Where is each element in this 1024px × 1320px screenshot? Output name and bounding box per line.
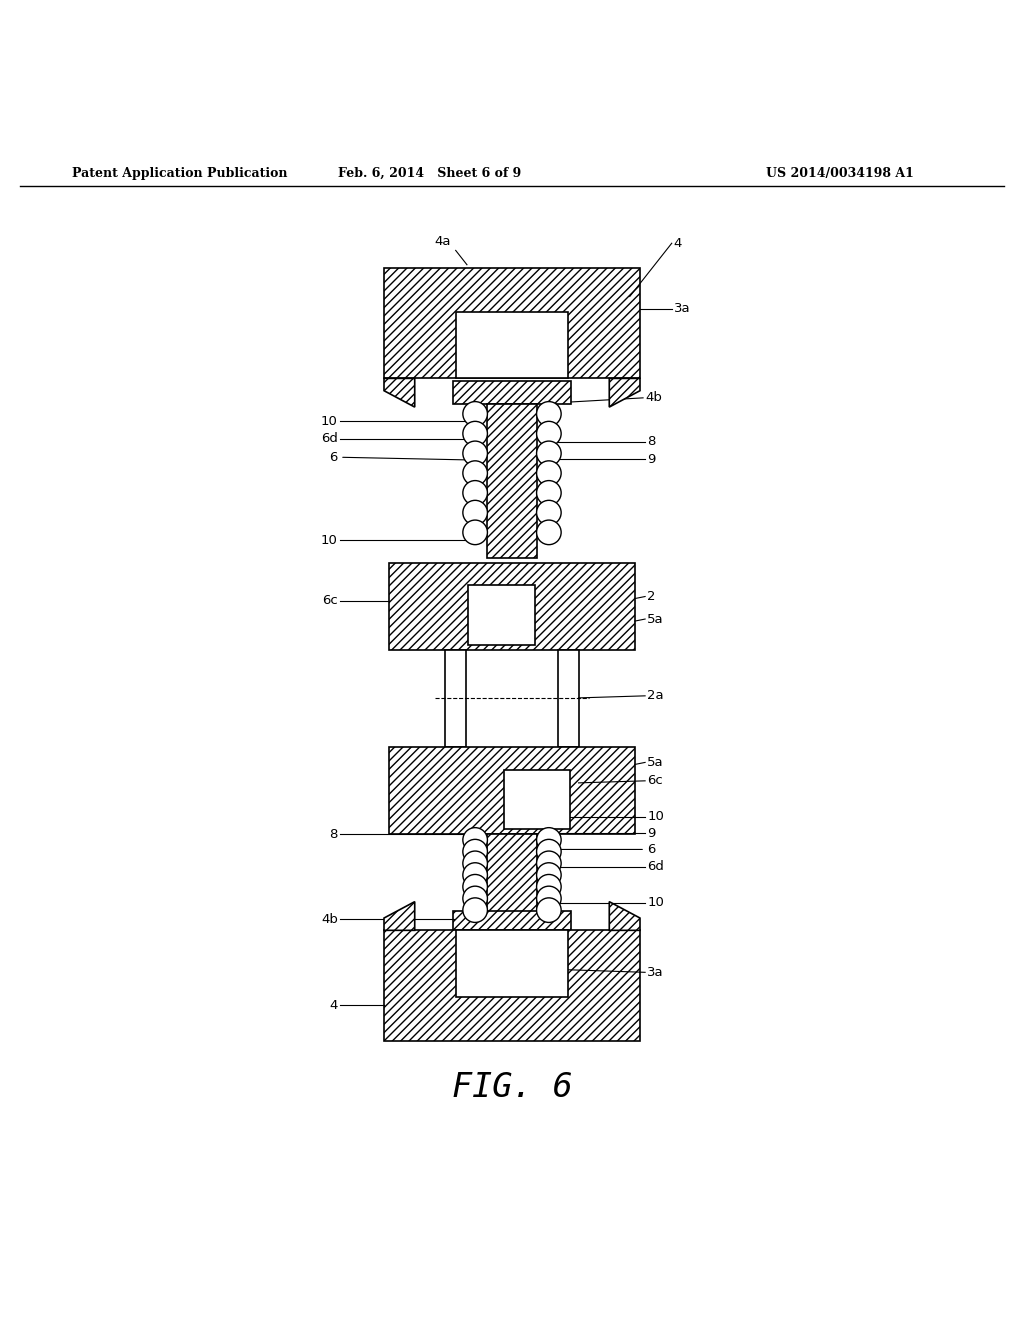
Text: 10: 10 xyxy=(322,414,338,428)
Circle shape xyxy=(537,520,561,545)
Circle shape xyxy=(537,441,561,466)
Text: 3a: 3a xyxy=(674,302,690,315)
Text: 2a: 2a xyxy=(647,689,664,702)
Circle shape xyxy=(463,480,487,506)
Bar xyxy=(384,268,640,379)
Circle shape xyxy=(537,874,561,899)
Bar xyxy=(487,834,537,928)
Text: 8: 8 xyxy=(330,828,338,841)
Text: 3a: 3a xyxy=(647,966,664,979)
Text: FIG. 6: FIG. 6 xyxy=(452,1071,572,1104)
Circle shape xyxy=(537,828,561,853)
Circle shape xyxy=(537,886,561,911)
Circle shape xyxy=(537,461,561,486)
Text: 4a: 4a xyxy=(434,235,451,248)
Circle shape xyxy=(463,863,487,887)
Bar xyxy=(558,649,579,747)
Circle shape xyxy=(463,461,487,486)
Circle shape xyxy=(463,874,487,899)
Circle shape xyxy=(463,840,487,863)
Circle shape xyxy=(463,520,487,545)
Text: US 2014/0034198 A1: US 2014/0034198 A1 xyxy=(766,168,913,180)
Bar xyxy=(487,404,537,557)
Bar xyxy=(384,931,640,1041)
Circle shape xyxy=(463,828,487,853)
Text: 8: 8 xyxy=(647,436,655,449)
Circle shape xyxy=(537,898,561,923)
Circle shape xyxy=(537,500,561,525)
Bar xyxy=(389,562,635,649)
Text: 6: 6 xyxy=(330,450,338,463)
Text: 10: 10 xyxy=(322,533,338,546)
Text: 9: 9 xyxy=(647,453,655,466)
Polygon shape xyxy=(609,379,640,407)
Text: 6c: 6c xyxy=(647,775,663,787)
Polygon shape xyxy=(384,379,415,407)
Text: Feb. 6, 2014   Sheet 6 of 9: Feb. 6, 2014 Sheet 6 of 9 xyxy=(339,168,521,180)
Text: 6d: 6d xyxy=(322,433,338,445)
Text: 4: 4 xyxy=(330,999,338,1011)
Bar xyxy=(453,911,571,933)
Circle shape xyxy=(537,421,561,446)
Circle shape xyxy=(537,840,561,863)
Text: 9: 9 xyxy=(647,826,655,840)
Text: 10: 10 xyxy=(647,896,664,909)
Bar xyxy=(504,770,570,829)
Circle shape xyxy=(463,401,487,426)
Polygon shape xyxy=(384,902,415,931)
Text: Patent Application Publication: Patent Application Publication xyxy=(72,168,287,180)
Bar xyxy=(469,585,535,644)
Text: 2: 2 xyxy=(647,590,655,603)
Text: 4: 4 xyxy=(674,236,682,249)
Circle shape xyxy=(463,886,487,911)
Circle shape xyxy=(463,851,487,875)
Circle shape xyxy=(537,851,561,875)
Circle shape xyxy=(463,441,487,466)
Text: 10: 10 xyxy=(647,810,664,824)
Circle shape xyxy=(463,500,487,525)
Bar xyxy=(453,381,571,404)
Text: 5a: 5a xyxy=(647,756,664,768)
Text: 6: 6 xyxy=(647,843,655,855)
Circle shape xyxy=(463,898,487,923)
Bar xyxy=(389,747,635,834)
Circle shape xyxy=(537,480,561,506)
Text: 5a: 5a xyxy=(647,612,664,626)
Text: 6c: 6c xyxy=(323,594,338,607)
Text: 4b: 4b xyxy=(322,912,338,925)
Text: 4b: 4b xyxy=(645,391,662,404)
Bar xyxy=(456,931,568,997)
Circle shape xyxy=(463,421,487,446)
Circle shape xyxy=(537,863,561,887)
Bar xyxy=(445,649,466,747)
Text: 6d: 6d xyxy=(647,861,664,874)
Circle shape xyxy=(537,401,561,426)
Bar xyxy=(456,312,568,379)
Polygon shape xyxy=(609,902,640,931)
